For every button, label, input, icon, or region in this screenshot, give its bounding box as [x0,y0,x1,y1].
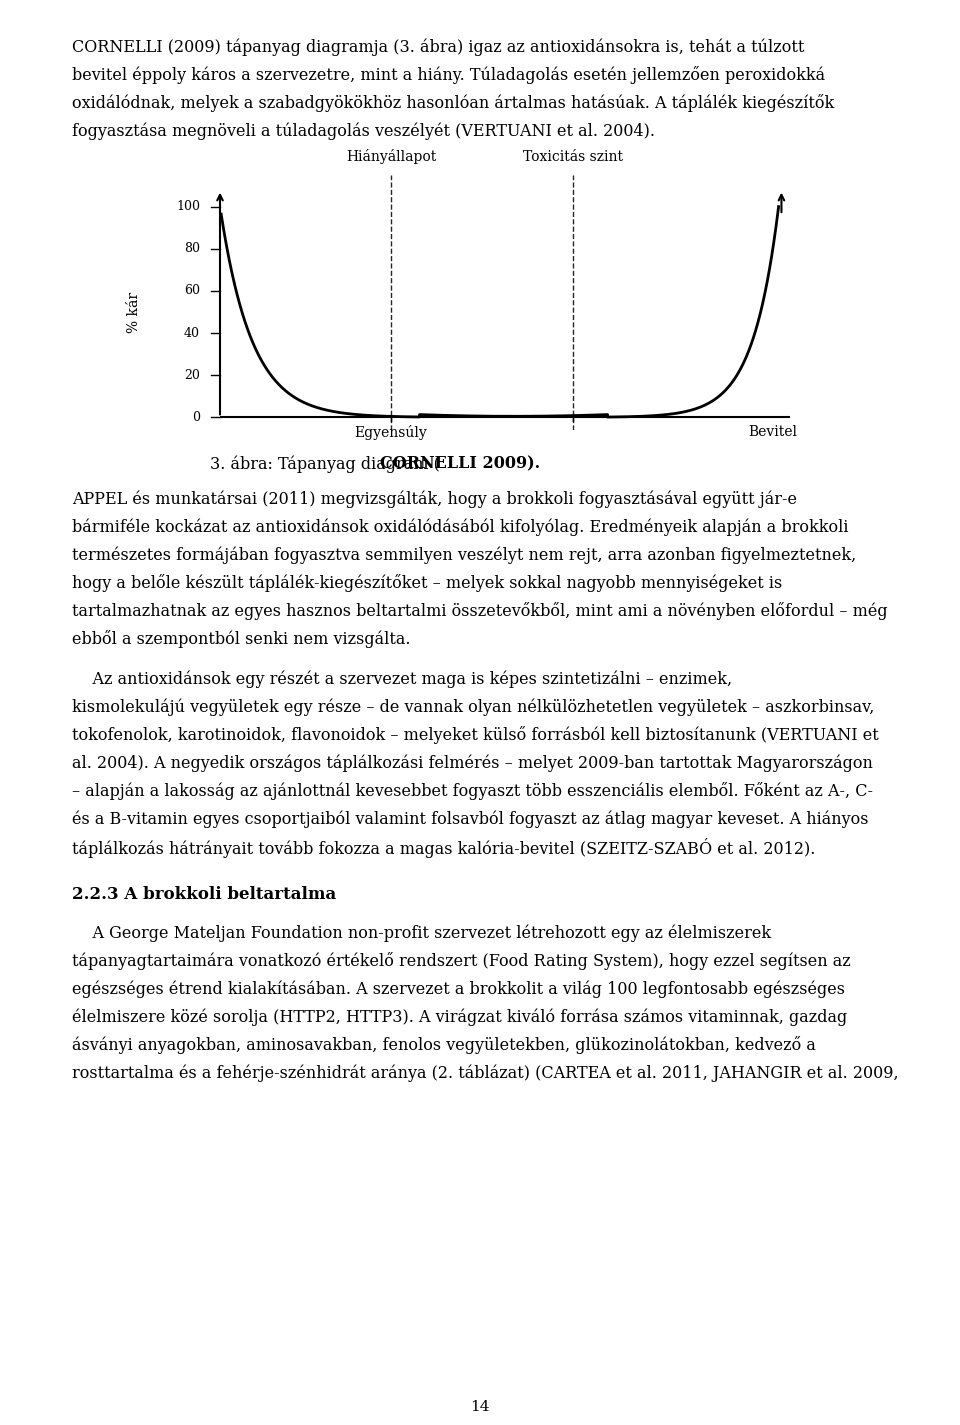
Text: al. 2004). A negyedik országos táplálkozási felmérés – melyet 2009-ban tartottak: al. 2004). A negyedik országos táplálkoz… [72,754,873,771]
Text: – alapján a lakosság az ajánlottnál kevesebbet fogyaszt több esszenciális elembő: – alapján a lakosság az ajánlottnál keve… [72,782,873,799]
Text: 20: 20 [184,369,200,382]
Text: Toxicitás szint: Toxicitás szint [523,151,623,164]
Text: hogy a belőle készült táplálék-kiegészítőket – melyek sokkal nagyobb mennyiségek: hogy a belőle készült táplálék-kiegészít… [72,574,782,591]
Text: táplálkozás hátrányait tovább fokozza a magas kalória-bevitel (SZEITZ-SZABÓ et a: táplálkozás hátrányait tovább fokozza a … [72,838,815,858]
Text: 60: 60 [184,285,200,298]
Text: % kár: % kár [128,292,141,332]
Text: bevitel éppoly káros a szervezetre, mint a hiány. Túladagolás esetén jellemzően : bevitel éppoly káros a szervezetre, mint… [72,66,826,84]
Text: kismolekulájú vegyületek egy része – de vannak olyan nélkülözhetetlen vegyületek: kismolekulájú vegyületek egy része – de … [72,698,875,715]
Text: ebből a szempontból senki nem vizsgálta.: ebből a szempontból senki nem vizsgálta. [72,630,411,648]
Text: fogyasztása megnöveli a túladagolás veszélyét (VERTUANI et al. 2004).: fogyasztása megnöveli a túladagolás vesz… [72,123,655,140]
Text: Egyensúly: Egyensúly [354,425,427,440]
Text: ásványi anyagokban, aminosavakban, fenolos vegyületekben, glükozinolátokban, ked: ásványi anyagokban, aminosavakban, fenol… [72,1036,816,1054]
Text: tápanyagtartaimára vonatkozó értékelő rendszert (Food Rating System), hogy ezzel: tápanyagtartaimára vonatkozó értékelő re… [72,952,851,970]
Text: 2.2.3 A brokkoli beltartalma: 2.2.3 A brokkoli beltartalma [72,886,336,903]
Text: 0: 0 [192,410,200,423]
Text: APPEL és munkatársai (2011) megvizsgálták, hogy a brokkoli fogyasztásával együtt: APPEL és munkatársai (2011) megvizsgáltá… [72,490,797,507]
Text: rosttartalma és a fehérje-szénhidrát aránya (2. táblázat) (CARTEA et al. 2011, J: rosttartalma és a fehérje-szénhidrát ará… [72,1064,899,1082]
Text: élelmiszere közé sorolja (HTTP2, HTTP3). A virágzat kiváló forrása számos vitami: élelmiszere közé sorolja (HTTP2, HTTP3).… [72,1007,848,1026]
Text: CORNELLI 2009).: CORNELLI 2009). [380,455,540,472]
Text: bármiféle kockázat az antioxidánsok oxidálódásából kifolyólag. Eredményeik alapj: bármiféle kockázat az antioxidánsok oxid… [72,519,849,536]
Text: 100: 100 [176,200,200,214]
Text: Az antioxidánsok egy részét a szervezet maga is képes szintetizálni – enzimek,: Az antioxidánsok egy részét a szervezet … [72,670,732,687]
Text: tokofenolok, karotinoidok, flavonoidok – melyeket külső forrásból kell biztosíta: tokofenolok, karotinoidok, flavonoidok –… [72,725,878,744]
Text: A George Mateljan Foundation non-profit szervezet létrehozott egy az élelmiszere: A George Mateljan Foundation non-profit … [72,923,771,942]
Text: és a B-vitamin egyes csoportjaiból valamint folsavból fogyaszt az átlag magyar k: és a B-vitamin egyes csoportjaiból valam… [72,809,869,828]
Text: oxidálódnak, melyek a szabadgyökökhöz hasonlóan ártalmas hatásúak. A táplálék ki: oxidálódnak, melyek a szabadgyökökhöz ha… [72,94,834,113]
Text: egészséges étrend kialakításában. A szervezet a brokkolit a világ 100 legfontosa: egészséges étrend kialakításában. A szer… [72,980,845,998]
Text: 80: 80 [184,242,200,255]
Text: Hiányállapot: Hiányállapot [346,150,436,164]
Text: 14: 14 [470,1399,490,1414]
Text: 40: 40 [184,326,200,339]
Text: CORNELLI (2009) tápanyag diagramja (3. ábra) igaz az antioxidánsokra is, tehát a: CORNELLI (2009) tápanyag diagramja (3. á… [72,38,804,56]
Text: 3. ábra: Tápanyag diagram (: 3. ábra: Tápanyag diagram ( [210,455,440,473]
Text: természetes formájában fogyasztva semmilyen veszélyt nem rejt, arra azonban figy: természetes formájában fogyasztva semmil… [72,546,856,563]
Text: tartalmazhatnak az egyes hasznos beltartalmi összetevőkből, mint ami a növényben: tartalmazhatnak az egyes hasznos beltart… [72,601,888,620]
Text: Bevitel: Bevitel [749,425,798,439]
